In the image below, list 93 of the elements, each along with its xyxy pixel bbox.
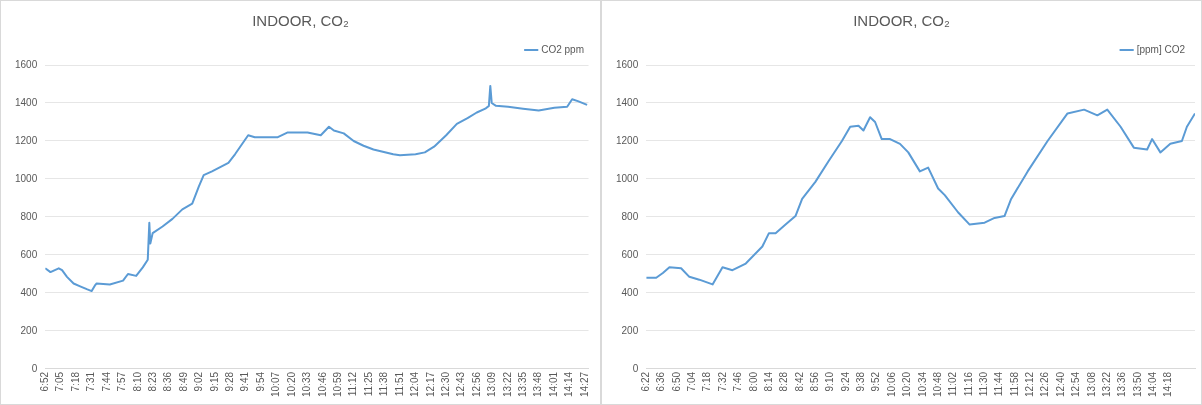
x-tick-label: 11:16 — [962, 371, 974, 397]
x-tick-label: 14:04 — [1147, 371, 1159, 398]
x-tick-label: 11:38 — [378, 371, 390, 397]
legend-label: [ppm] CO2 — [1136, 43, 1186, 55]
x-tick-label: 7:44 — [100, 371, 112, 392]
x-tick-label: 14:27 — [578, 371, 590, 398]
x-tick-label: 10:48 — [931, 371, 943, 398]
x-tick-label: 12:12 — [1024, 371, 1036, 398]
x-tick-label: 12:56 — [470, 371, 482, 398]
x-tick-label: 11:58 — [1008, 371, 1020, 397]
x-tick-label: 8:00 — [747, 371, 759, 392]
x-tick-label: 11:44 — [993, 371, 1005, 397]
x-tick-label: 9:54 — [254, 371, 266, 392]
y-tick-label: 1600 — [15, 58, 38, 70]
x-tick-label: 10:06 — [885, 371, 897, 398]
y-tick-label: 0 — [632, 362, 639, 374]
x-tick-label: 6:22 — [640, 371, 651, 392]
x-tick-label: 13:48 — [532, 371, 544, 398]
x-tick-label: 8:42 — [793, 371, 805, 392]
x-tick-label: 14:14 — [563, 371, 575, 398]
x-tick-label: 13:22 — [501, 371, 513, 398]
x-tick-label: 10:20 — [285, 371, 297, 398]
x-tick-label: 9:38 — [855, 371, 867, 392]
chart-title: INDOOR, CO₂ — [853, 12, 950, 30]
x-tick-label: 13:50 — [1131, 371, 1143, 398]
x-tick-label: 11:12 — [347, 371, 359, 397]
x-tick-label: 8:23 — [146, 371, 158, 392]
x-tick-label: 8:14 — [762, 371, 774, 392]
x-tick-label: 7:31 — [85, 371, 97, 392]
legend-label: CO2 ppm — [541, 43, 584, 55]
x-tick-label: 11:02 — [947, 371, 959, 397]
x-tick-label: 11:30 — [978, 371, 990, 397]
x-tick-label: 9:52 — [870, 371, 882, 392]
x-tick-label: 10:46 — [316, 371, 328, 398]
y-tick-label: 400 — [20, 286, 38, 298]
x-tick-label: 7:32 — [716, 371, 728, 392]
x-tick-label: 14:18 — [1162, 371, 1174, 398]
x-tick-label: 8:10 — [131, 371, 143, 392]
x-tick-label: 8:49 — [177, 371, 189, 392]
x-tick-label: 9:15 — [208, 371, 220, 392]
y-tick-label: 200 — [621, 324, 639, 336]
x-tick-label: 8:56 — [809, 371, 821, 392]
x-tick-label: 6:52 — [39, 371, 50, 392]
x-tick-label: 12:26 — [1039, 371, 1051, 398]
y-tick-label: 1000 — [616, 172, 639, 184]
y-tick-label: 1600 — [616, 58, 639, 70]
y-tick-label: 0 — [31, 362, 38, 374]
x-tick-label: 12:30 — [439, 371, 451, 398]
y-tick-label: 800 — [621, 210, 639, 222]
x-tick-label: 13:09 — [486, 371, 498, 398]
x-tick-label: 9:24 — [839, 371, 851, 392]
x-tick-label: 10:20 — [901, 371, 913, 398]
y-tick-label: 1200 — [15, 134, 38, 146]
y-tick-label: 1000 — [15, 172, 38, 184]
x-tick-label: 9:10 — [824, 371, 836, 392]
x-tick-label: 7:46 — [732, 371, 744, 392]
x-tick-label: 13:08 — [1085, 371, 1097, 398]
x-tick-label: 7:57 — [116, 371, 128, 392]
x-tick-label: 10:33 — [301, 371, 313, 398]
y-tick-label: 1200 — [616, 134, 639, 146]
x-tick-label: 7:05 — [54, 371, 66, 392]
y-tick-label: 600 — [621, 248, 639, 260]
x-tick-label: 11:51 — [393, 371, 405, 397]
x-tick-label: 10:59 — [331, 371, 343, 398]
x-tick-label: 9:28 — [224, 371, 236, 392]
x-tick-label: 12:40 — [1054, 371, 1066, 398]
y-tick-label: 200 — [20, 324, 38, 336]
x-tick-label: 7:18 — [701, 371, 713, 392]
y-tick-label: 800 — [20, 210, 38, 222]
x-tick-label: 12:43 — [455, 371, 467, 398]
x-tick-label: 9:02 — [193, 371, 205, 392]
x-tick-label: 13:36 — [1116, 371, 1128, 398]
x-tick-label: 6:50 — [670, 371, 682, 392]
y-tick-label: 400 — [621, 286, 639, 298]
x-tick-label: 10:34 — [916, 371, 928, 398]
x-tick-label: 12:54 — [1070, 371, 1082, 398]
x-tick-label: 10:07 — [270, 371, 282, 398]
x-tick-label: 7:04 — [686, 371, 698, 392]
x-tick-label: 12:04 — [409, 371, 421, 398]
x-tick-label: 7:18 — [69, 371, 81, 392]
x-tick-label: 13:35 — [517, 371, 529, 398]
x-tick-label: 9:41 — [239, 371, 251, 392]
x-tick-label: 13:22 — [1100, 371, 1112, 398]
x-tick-label: 12:17 — [424, 371, 436, 398]
x-tick-label: 14:01 — [547, 371, 559, 398]
chart-title: INDOOR, CO₂ — [252, 12, 349, 30]
y-tick-label: 1400 — [616, 96, 639, 108]
y-tick-label: 1400 — [15, 96, 38, 108]
x-tick-label: 11:25 — [362, 371, 374, 397]
x-tick-label: 6:36 — [655, 371, 667, 392]
x-tick-label: 8:28 — [778, 371, 790, 392]
x-tick-label: 8:36 — [162, 371, 174, 392]
y-tick-label: 600 — [20, 248, 38, 260]
